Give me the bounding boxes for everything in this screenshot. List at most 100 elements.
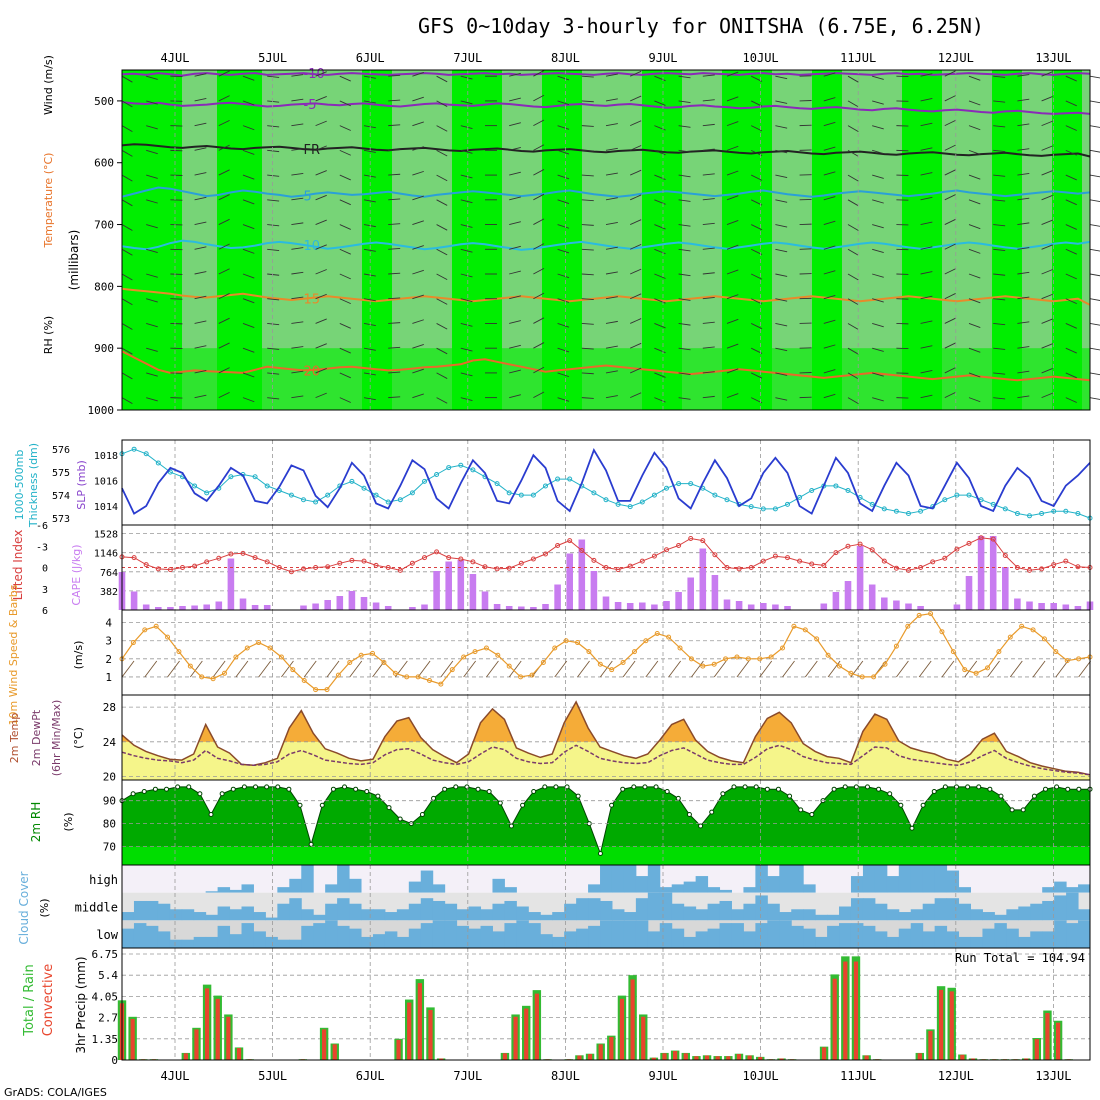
rh-marker	[1054, 784, 1060, 790]
cloud-bar-low	[540, 934, 553, 948]
wind-barb	[968, 347, 981, 353]
wind-speed-marker	[939, 629, 945, 635]
wind-barb	[1065, 125, 1077, 131]
cape-bar	[977, 536, 985, 610]
wind-speed-marker	[472, 649, 478, 655]
cloud-bar-low	[217, 925, 231, 948]
wind-barb	[702, 247, 715, 250]
cloud-bar-low	[1066, 923, 1079, 948]
wind-speed-marker	[165, 634, 171, 640]
wind-barb	[1041, 269, 1053, 275]
wind-barb	[460, 347, 473, 352]
wind-barb	[605, 98, 618, 102]
cloud-bar-low	[707, 928, 721, 948]
thickness-marker	[893, 508, 899, 514]
wind-barb	[388, 322, 401, 324]
cloud-bar-middle	[1054, 895, 1067, 921]
cloud-bar-middle	[803, 909, 816, 921]
li-marker	[361, 558, 367, 564]
precip-convective-bar	[630, 979, 635, 1060]
cloud-bar-middle	[743, 903, 756, 921]
cloud-bar-high	[277, 887, 290, 893]
run-total-label: Run Total = 104.94	[955, 951, 1085, 965]
wind-barb	[630, 392, 642, 399]
cloud-bar-middle	[815, 914, 828, 921]
dewpoint-line	[121, 744, 1091, 776]
cape-bar	[663, 601, 670, 610]
wind-barb	[315, 343, 327, 349]
rh-2m-panel: 70 80 90 2m RH (%)	[29, 779, 1093, 866]
wind-barb	[1065, 298, 1077, 305]
precip-convective-bar	[587, 1054, 593, 1060]
li-marker	[676, 543, 682, 549]
wind-barb	[291, 296, 304, 300]
cloud-bar-middle	[241, 906, 254, 921]
wind-barb	[944, 391, 956, 399]
cloud-bar-middle	[683, 906, 697, 921]
precip-convective-bar	[439, 1058, 444, 1060]
wind-barb	[436, 347, 448, 355]
wind-speed-marker	[768, 654, 774, 660]
wind-speed-marker	[290, 667, 296, 673]
wind-barb	[436, 224, 448, 231]
cloud-bar-middle	[396, 909, 410, 921]
cloud-bar-middle	[253, 912, 266, 921]
cape-lifted-index-panel: 6 3 0 -3 -6 382 764 1146 1528 Lifted Index CAPE (J…	[11, 521, 1094, 617]
wind-barb	[847, 224, 859, 231]
wind-barb	[218, 144, 230, 151]
li-marker	[1063, 558, 1069, 564]
wind-barb	[436, 397, 448, 404]
wind-barb	[654, 397, 666, 403]
li-marker	[966, 540, 972, 546]
thickness-marker	[518, 492, 524, 498]
wind-barb	[775, 125, 788, 129]
cloud-bar-middle	[970, 909, 983, 921]
wind-barb	[315, 244, 327, 250]
cloud-bar-low	[349, 928, 362, 948]
wind-barb	[194, 246, 207, 250]
wind-barb	[242, 100, 255, 106]
cloud-bar-low	[970, 936, 983, 948]
li-marker	[494, 566, 500, 572]
wind-barb	[920, 246, 933, 250]
cape-bar	[457, 560, 465, 610]
wind-barb	[847, 75, 859, 83]
wind-barb	[1017, 123, 1030, 127]
rh-marker	[330, 786, 336, 792]
top-date-label: 11JUL	[840, 51, 876, 65]
precip-convective-bar	[524, 1008, 529, 1060]
cape-bar	[699, 548, 707, 610]
wind-speed-marker	[370, 650, 376, 656]
wind-barb	[1065, 372, 1077, 379]
cape-bar	[735, 601, 743, 610]
cloud-bar-high	[647, 865, 661, 893]
wind-barb	[388, 272, 401, 275]
wind-barb	[872, 125, 884, 130]
wind-barb	[581, 298, 594, 301]
rh-marker	[186, 784, 192, 790]
li-marker	[978, 535, 984, 541]
right-tick-label: 1018	[94, 451, 118, 462]
cloud-bar-high	[779, 865, 792, 893]
wind-barb	[678, 125, 691, 128]
precip-convective-bar	[949, 991, 954, 1060]
wind-barb	[775, 298, 788, 302]
temp-tick-label: 20	[103, 771, 116, 784]
wind-barb	[847, 372, 859, 380]
wind-barb-10m	[759, 660, 773, 678]
thickness-marker	[639, 499, 645, 505]
cloud-bar-middle	[337, 898, 350, 921]
wind-barb	[315, 219, 327, 225]
cloud-bar-middle	[611, 909, 625, 921]
wind-barb	[581, 372, 594, 375]
wind-barb	[1017, 247, 1030, 250]
wind-speed-marker	[1076, 656, 1082, 662]
isotherm-line	[121, 350, 1091, 382]
wind-speed-marker	[1030, 627, 1036, 633]
wind-barb	[194, 320, 207, 324]
wind-speed-marker	[643, 638, 649, 644]
cape-bar	[518, 606, 525, 610]
thickness-marker	[313, 499, 319, 505]
rh-marker	[664, 788, 670, 794]
wind-barb	[1041, 194, 1053, 201]
